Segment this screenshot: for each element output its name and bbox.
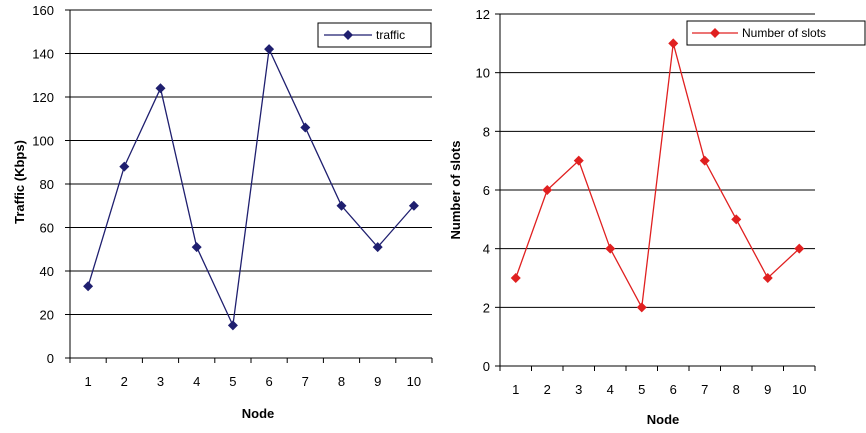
chart1-ytick-label: 140 (32, 47, 54, 62)
chart1-data-point (191, 242, 202, 253)
chart2-data-point (794, 243, 805, 254)
chart2-data-point (605, 243, 616, 254)
chart1-xtick-label: 8 (338, 374, 345, 389)
chart2-data-point (542, 185, 553, 195)
chart2-xtick-label: 2 (544, 382, 551, 397)
chart2-legend-marker (710, 28, 720, 38)
chart1-data-point (155, 83, 166, 94)
chart1-ytick-label: 0 (47, 351, 54, 366)
chart2-series-line (515, 43, 800, 310)
chart2-data-point (731, 214, 742, 225)
chart1-ytick-label: 20 (40, 308, 54, 323)
chart2-data-point (573, 155, 584, 166)
chart1-data-point (264, 44, 275, 55)
chart2-xtick-label: 9 (764, 382, 771, 397)
chart2-ylabel: Number of slots (448, 141, 463, 240)
chart1-xtick-label: 4 (193, 374, 200, 389)
chart1-ytick-label: 120 (32, 90, 54, 105)
chart1-ytick-label: 100 (32, 134, 54, 149)
chart2-xtick-label: 6 (670, 382, 677, 397)
chart1-xtick-label: 10 (407, 374, 421, 389)
chart1-ytick-label: 160 (32, 3, 54, 18)
chart1-xtick-label: 9 (374, 374, 381, 389)
chart1-data-point (372, 242, 383, 253)
chart2-xtick-label: 10 (792, 382, 806, 397)
chart1-xlabel: Node (242, 406, 275, 421)
chart1-data-point (83, 281, 94, 292)
chart2-xtick-label: 8 (733, 382, 740, 397)
chart2-data-point (668, 38, 679, 49)
chart1-xtick-label: 2 (121, 374, 128, 389)
chart2-ytick-label: 0 (483, 359, 490, 374)
chart2-data-point (762, 273, 773, 283)
chart1-xtick-label: 3 (157, 374, 164, 389)
chart1-xtick-label: 7 (302, 374, 309, 389)
chart1-data-point (227, 320, 238, 331)
chart1-legend: traffic (317, 22, 432, 48)
chart2-data-point (699, 155, 710, 166)
chart2-xtick-label: 3 (575, 382, 582, 397)
chart1-xtick-label: 5 (229, 374, 236, 389)
chart2-legend-label: Number of slots (742, 26, 826, 40)
chart2-legend: Number of slots (686, 20, 866, 46)
chart2-data-point (636, 302, 647, 313)
chart2-xtick-label: 1 (512, 382, 519, 397)
chart2-xlabel: Node (647, 412, 680, 427)
chart1-ytick-label: 60 (40, 221, 54, 236)
chart1-data-point (408, 200, 419, 211)
chart1-xtick-label: 6 (265, 374, 272, 389)
chart2-xtick-label: 7 (701, 382, 708, 397)
chart1-data-point (300, 122, 311, 133)
chart2-ytick-label: 4 (483, 242, 490, 257)
chart1-ytick-label: 80 (40, 177, 54, 192)
chart2-ytick-label: 2 (483, 300, 490, 315)
chart1-legend-marker (343, 30, 353, 40)
chart1-legend-label: traffic (376, 28, 405, 42)
chart2-ytick-label: 6 (483, 183, 490, 198)
chart1-data-point (119, 161, 130, 172)
chart2-ytick-label: 10 (476, 66, 490, 81)
chart1-series-line (87, 46, 415, 328)
chart2-ytick-label: 12 (476, 7, 490, 22)
chart2-xtick-label: 4 (607, 382, 614, 397)
chart2-xtick-label: 5 (638, 382, 645, 397)
chart2-ytick-label: 8 (483, 124, 490, 139)
chart1-ytick-label: 40 (40, 264, 54, 279)
chart2-data-point (510, 273, 521, 283)
chart1-data-point (336, 200, 347, 211)
chart1-ylabel: Traffic (Kbps) (12, 140, 27, 224)
chart1-xtick-label: 1 (84, 374, 91, 389)
